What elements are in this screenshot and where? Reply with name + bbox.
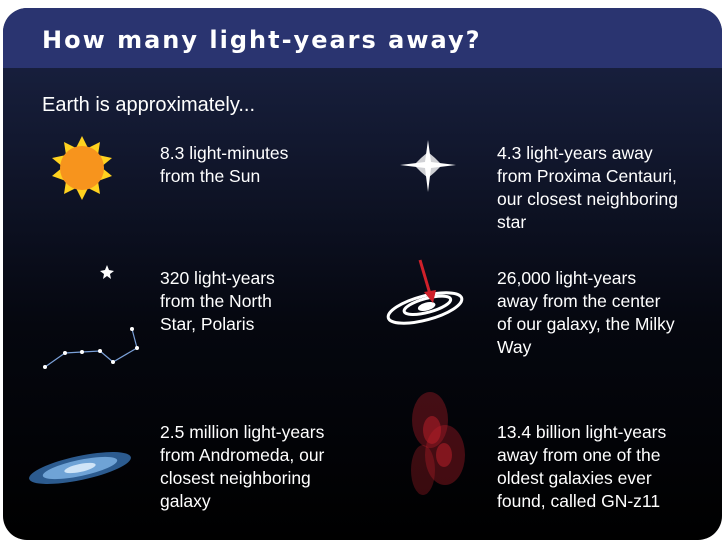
- text-line: galaxy: [160, 490, 324, 513]
- text-line: away from the center: [497, 290, 675, 313]
- text-line: 26,000 light-years: [497, 267, 675, 290]
- text-line: away from one of the: [497, 444, 666, 467]
- text-line: 4.3 light-years away: [497, 142, 678, 165]
- text-line: 13.4 billion light-years: [497, 421, 666, 444]
- text-line: from the North: [160, 290, 275, 313]
- text-line: found, called GN-z11: [497, 490, 666, 513]
- text-line: Star, Polaris: [160, 313, 275, 336]
- page: How many light-years away? Earth is appr…: [0, 0, 725, 542]
- text-line: 320 light-years: [160, 267, 275, 290]
- title: How many light-years away?: [42, 26, 482, 54]
- text-line: of our galaxy, the Milky: [497, 313, 675, 336]
- text-line: from Andromeda, our: [160, 444, 324, 467]
- text-line: star: [497, 211, 678, 234]
- intro: Earth is approximately...: [42, 94, 255, 117]
- text-line: from the Sun: [160, 165, 288, 188]
- text-line: oldest galaxies ever: [497, 467, 666, 490]
- text-line: 2.5 million light-years: [160, 421, 324, 444]
- text-line: 8.3 light-minutes: [160, 142, 288, 165]
- text-line: our closest neighboring: [497, 188, 678, 211]
- text-line: from Proxima Centauri,: [497, 165, 678, 188]
- text-line: Way: [497, 336, 675, 359]
- text-line: closest neighboring: [160, 467, 324, 490]
